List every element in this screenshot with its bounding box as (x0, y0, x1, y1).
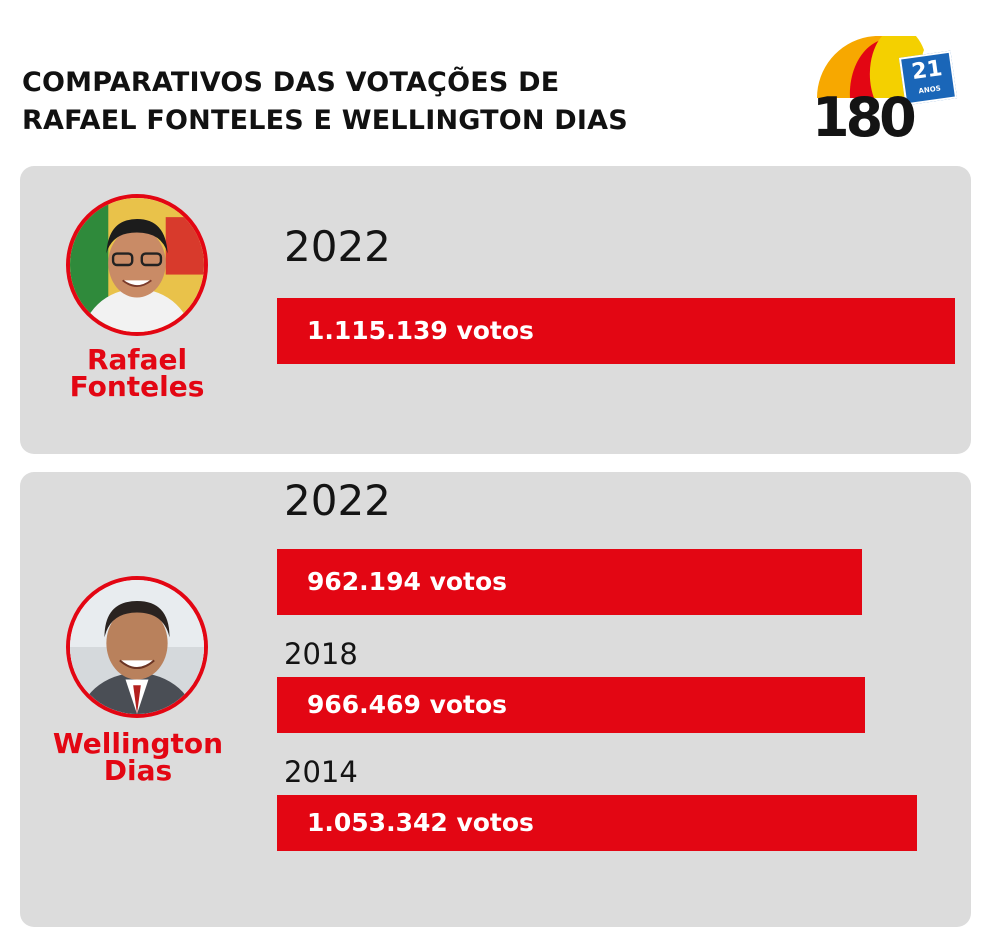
person-photo-icon (70, 580, 204, 714)
vote-bar-label: 962.194 votos (307, 567, 508, 596)
year-label: 2022 (284, 222, 391, 271)
vote-bar: 1.053.342 votos (277, 795, 917, 851)
year-label: 2022 (284, 476, 391, 525)
person-photo-icon (70, 198, 204, 332)
rafael-name-line-1: Rafael (86, 343, 188, 376)
infographic-title: COMPARATIVOS DAS VOTAÇÕES DE RAFAEL FONT… (22, 64, 782, 140)
year-label: 2018 (284, 637, 358, 671)
vote-bar: 966.469 votos (277, 677, 865, 733)
vote-bar-label: 1.115.139 votos (307, 316, 534, 345)
sun-logo-icon (816, 36, 937, 98)
wellington-name: Wellington Dias (28, 727, 248, 787)
wellington-name-line-2: Dias (103, 754, 173, 787)
vote-bar: 1.115.139 votos (277, 298, 955, 364)
logo-number: 180 (812, 86, 917, 149)
title-line-2: RAFAEL FONTELES E WELLINGTON DIAS (22, 105, 628, 136)
vote-bar: 962.194 votos (277, 549, 862, 615)
vote-bar-label: 1.053.342 votos (307, 808, 534, 837)
title-line-1: COMPARATIVOS DAS VOTAÇÕES DE (22, 67, 560, 98)
vote-bar-label: 966.469 votos (307, 690, 508, 719)
rafael-name-line-2: Fonteles (69, 370, 205, 403)
rafael-avatar (66, 194, 208, 336)
rafael-name: Rafael Fonteles (37, 343, 237, 403)
rafael-panel: Rafael Fonteles 2022 1.115.139 votos (20, 166, 971, 454)
year-label: 2014 (284, 755, 358, 789)
badge-number: 21 (910, 56, 944, 86)
brand-logo: 21 ANOS 180 (812, 36, 962, 156)
wellington-avatar (66, 576, 208, 718)
wellington-name-line-1: Wellington (52, 727, 224, 760)
wellington-panel: Wellington Dias 2022 962.194 votos 2018 966… (20, 472, 971, 927)
